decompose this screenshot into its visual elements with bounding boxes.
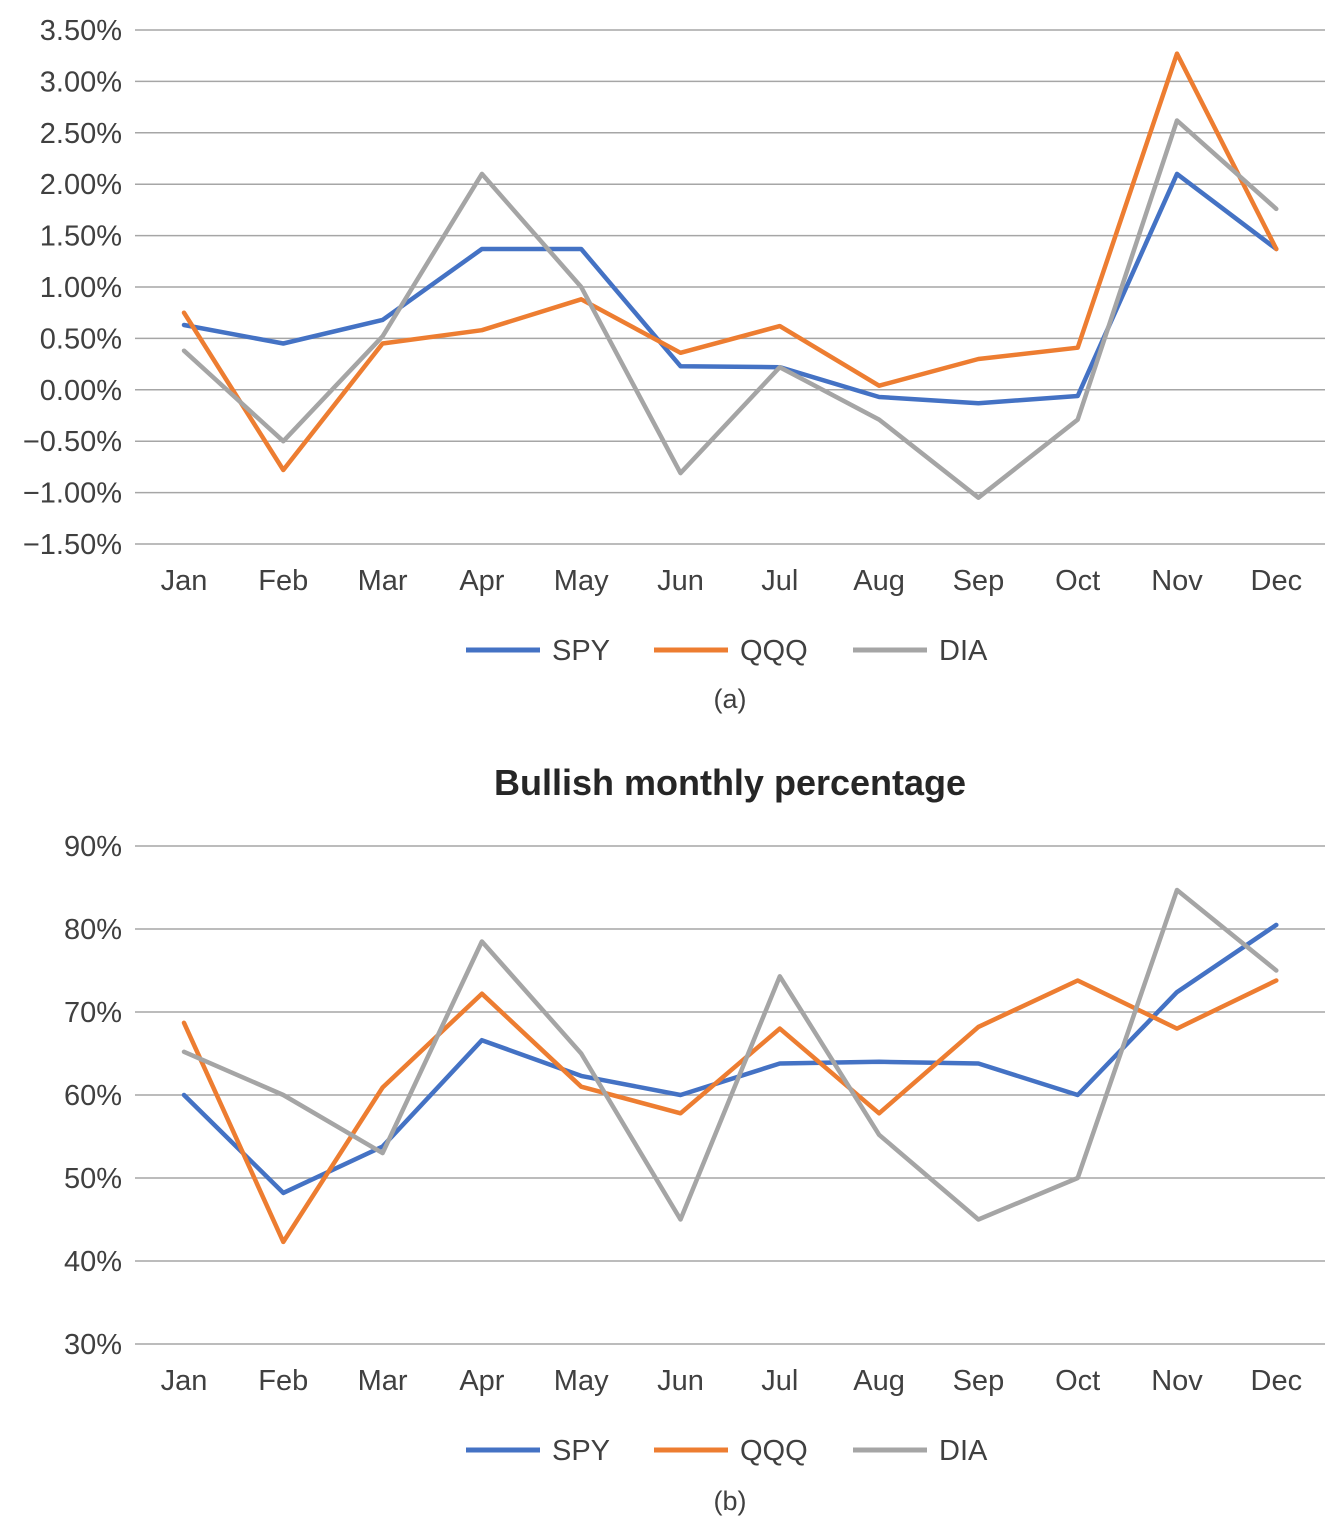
legend-label-dia: DIA [939, 1435, 988, 1467]
x-tick-label: Mar [358, 1365, 408, 1397]
x-tick-label: Jun [657, 1365, 704, 1397]
series-line-qqq [181, 51, 1279, 473]
y-tick-label: 60% [64, 1080, 122, 1112]
x-tick-label: Dec [1251, 565, 1303, 597]
series-line-qqq [181, 978, 1279, 1245]
legend-label-spy: SPY [552, 635, 610, 667]
x-tick-label: Apr [459, 565, 504, 597]
x-tick-label: Feb [258, 565, 308, 597]
x-tick-label: Feb [258, 1365, 308, 1397]
y-tick-label: 2.50% [40, 118, 122, 150]
y-tick-label: −1.50% [23, 529, 122, 561]
x-tick-label: Sep [953, 1365, 1005, 1397]
series-line-dia [181, 118, 1279, 500]
y-tick-label: 1.50% [40, 221, 122, 253]
x-tick-label: Apr [459, 1365, 504, 1397]
y-tick-label: −0.50% [23, 426, 122, 458]
chart-title: Bullish monthly percentage [494, 762, 966, 803]
x-tick-label: Dec [1251, 1365, 1303, 1397]
legend-label-spy: SPY [552, 1435, 610, 1467]
x-tick-label: Jan [161, 1365, 208, 1397]
y-tick-label: 0.50% [40, 323, 122, 355]
x-tick-label: Jul [761, 1365, 798, 1397]
y-tick-label: 0.00% [40, 375, 122, 407]
x-tick-label: Jul [761, 565, 798, 597]
x-tick-label: Jun [657, 565, 704, 597]
legend-label-qqq: QQQ [740, 1435, 808, 1467]
y-tick-label: 80% [64, 914, 122, 946]
y-tick-label: 70% [64, 997, 122, 1029]
x-tick-label: May [554, 565, 609, 597]
y-tick-label: 40% [64, 1246, 122, 1278]
x-tick-label: Oct [1055, 565, 1100, 597]
series-line-spy [181, 922, 1279, 1196]
y-tick-label: 90% [64, 831, 122, 863]
y-tick-label: 1.00% [40, 272, 122, 304]
x-tick-label: Nov [1151, 1365, 1203, 1397]
x-tick-label: Aug [853, 565, 905, 597]
chart-a: 3.50% 3.00% 2.50% 2.00% 1.50% 1.00% 0.50% 0.00%… [23, 15, 1325, 714]
y-tick-label: 3.00% [40, 66, 122, 98]
y-tick-label: 50% [64, 1163, 122, 1195]
x-tick-label: Mar [358, 565, 408, 597]
figure-caption: (a) [714, 684, 747, 714]
y-tick-label: 3.50% [40, 15, 122, 47]
series-line-dia [181, 887, 1279, 1222]
y-tick-label: 30% [64, 1329, 122, 1361]
x-tick-label: Oct [1055, 1365, 1100, 1397]
legend-label-qqq: QQQ [740, 635, 808, 667]
y-tick-label: −1.00% [23, 478, 122, 510]
series-line-spy [181, 171, 1279, 406]
x-tick-label: Jan [161, 565, 208, 597]
x-tick-label: Sep [953, 565, 1005, 597]
x-tick-label: Nov [1151, 565, 1203, 597]
legend-label-dia: DIA [939, 635, 988, 667]
figure-caption: (b) [714, 1486, 747, 1516]
chart-b: Bullish monthly percentage 90% 80% 70% 60% 50… [64, 762, 1325, 1516]
x-tick-label: May [554, 1365, 609, 1397]
y-tick-label: 2.00% [40, 169, 122, 201]
x-tick-label: Aug [853, 1365, 905, 1397]
